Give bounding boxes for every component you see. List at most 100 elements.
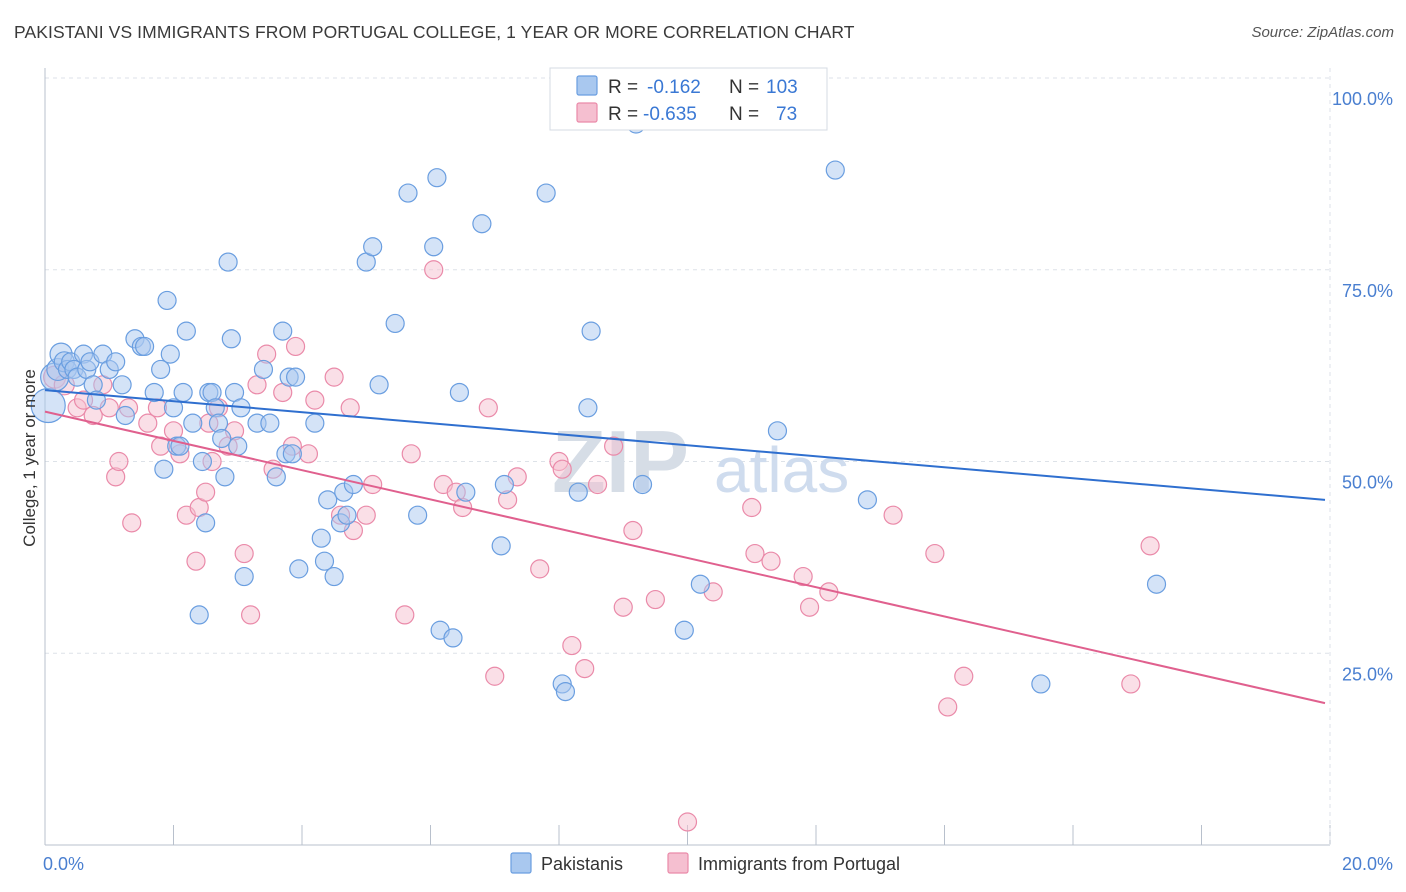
point-portugal — [241, 605, 261, 625]
y-tick-label: 25.0% — [1342, 664, 1393, 684]
point-portugal — [186, 551, 206, 571]
point-pakistanis — [189, 605, 209, 625]
point-pakistanis — [494, 474, 514, 495]
y-tick-label: 100.0% — [1332, 89, 1393, 109]
point-pakistanis — [134, 336, 155, 357]
point-pakistanis — [266, 467, 286, 487]
point-portugal — [401, 444, 421, 464]
point-portugal — [138, 413, 158, 433]
point-pakistanis — [337, 505, 357, 525]
point-portugal — [575, 658, 595, 679]
point-pakistanis — [324, 566, 344, 587]
point-portugal — [793, 566, 813, 587]
point-pakistanis — [427, 168, 447, 188]
point-pakistanis — [449, 382, 470, 403]
point-portugal — [938, 697, 958, 717]
point-pakistanis — [154, 459, 174, 479]
point-portugal — [530, 559, 550, 579]
point-pakistanis — [221, 329, 241, 349]
point-portugal — [234, 543, 254, 564]
point-portugal — [1140, 536, 1160, 556]
point-portugal — [340, 398, 360, 418]
point-pakistanis — [170, 436, 190, 456]
x-tick-label: 20.0% — [1342, 854, 1393, 874]
point-pakistanis — [192, 451, 213, 472]
point-portugal — [305, 390, 325, 410]
point-pakistanis — [857, 490, 878, 510]
watermark: ZIP atlas — [552, 412, 849, 511]
point-pakistanis — [273, 321, 293, 341]
stats-r-label-pakistanis: R = — [608, 77, 638, 98]
point-portugal — [587, 474, 608, 495]
point-pakistanis — [311, 528, 331, 548]
point-portugal — [645, 589, 665, 610]
point-pakistanis — [157, 290, 177, 311]
y-tick-labels: 25.0% 50.0% 75.0% 100.0% — [1332, 89, 1393, 684]
chart-title: PAKISTANI VS IMMIGRANTS FROM PORTUGAL CO… — [14, 22, 855, 42]
legend-label-pakistanis: Pakistanis — [541, 854, 623, 874]
point-pakistanis — [151, 359, 171, 380]
stats-n-value-portugal: 73 — [776, 104, 797, 125]
point-pakistanis — [690, 574, 710, 594]
point-portugal — [604, 436, 624, 456]
point-pakistanis — [408, 505, 428, 525]
point-pakistanis — [314, 551, 335, 571]
point-portugal — [122, 513, 142, 533]
point-pakistanis — [674, 620, 694, 640]
point-pakistanis — [578, 398, 598, 418]
point-portugal — [562, 635, 582, 656]
stats-n-value-pakistanis: 103 — [766, 77, 798, 98]
point-portugal — [1121, 674, 1141, 694]
point-pakistanis — [318, 490, 338, 510]
point-pakistanis — [183, 413, 203, 433]
point-pakistanis — [398, 183, 418, 203]
point-pakistanis — [112, 375, 132, 395]
point-pakistanis — [305, 413, 325, 433]
point-pakistanis — [443, 628, 463, 648]
point-pakistanis — [491, 536, 511, 556]
point-portugal — [552, 459, 572, 479]
watermark-atlas: atlas — [714, 434, 849, 506]
trend-lines — [44, 389, 1326, 705]
point-pakistanis — [260, 413, 280, 433]
point-pakistanis — [456, 482, 476, 502]
point-pakistanis — [385, 313, 405, 334]
point-portugal — [109, 451, 129, 472]
point-pakistanis — [289, 559, 309, 579]
point-pakistanis — [253, 359, 274, 380]
point-pakistanis — [555, 681, 576, 702]
point-pakistanis — [767, 421, 788, 441]
point-portugal — [478, 398, 498, 418]
point-pakistanis — [1031, 674, 1051, 694]
stats-r-value-pakistanis: -0.162 — [647, 77, 701, 98]
point-portugal — [613, 597, 633, 617]
point-pakistanis — [218, 252, 238, 272]
point-portugal — [324, 367, 344, 387]
point-pakistanis — [176, 321, 196, 341]
grid-lines — [45, 77, 1330, 654]
point-pakistanis — [343, 474, 363, 495]
point-pakistanis — [212, 428, 232, 449]
point-pakistanis — [196, 513, 216, 533]
point-pakistanis — [282, 444, 302, 464]
point-portugal — [356, 505, 376, 525]
point-portugal — [424, 260, 444, 280]
point-pakistanis — [115, 405, 135, 426]
point-portugal — [742, 497, 762, 518]
stats-swatch-pakistanis — [576, 75, 598, 96]
series-pakistanis-points — [30, 83, 1167, 702]
point-pakistanis — [228, 436, 248, 456]
trend-line-portugal — [44, 410, 1326, 705]
point-pakistanis — [163, 398, 184, 418]
point-portugal — [285, 336, 306, 357]
series-immigrants-from-portugal-points — [43, 260, 1160, 832]
stats-legend: R = -0.162 N = 103 R = -0.635 N = 73 — [549, 67, 828, 131]
point-pakistanis — [160, 344, 180, 364]
point-pakistanis — [369, 375, 389, 395]
point-pakistanis — [173, 382, 193, 403]
point-portugal — [883, 505, 903, 525]
x-tick-labels: 0.0% 20.0% — [43, 854, 1393, 874]
source-credit: Source: ZipAtlas.com — [1251, 24, 1394, 41]
point-pakistanis — [424, 237, 444, 257]
